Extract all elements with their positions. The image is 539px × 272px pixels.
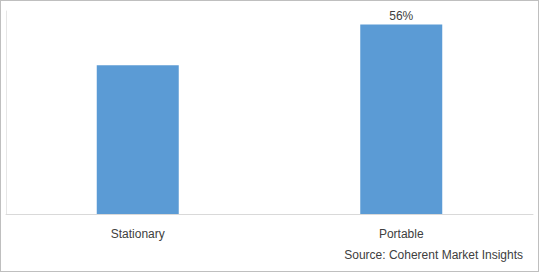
svg-text:Stationary: Stationary bbox=[111, 227, 165, 241]
svg-text:Source: Coherent Market Insigh: Source: Coherent Market Insights bbox=[344, 248, 523, 262]
svg-text:Portable: Portable bbox=[379, 227, 424, 241]
svg-text:56%: 56% bbox=[389, 9, 413, 23]
